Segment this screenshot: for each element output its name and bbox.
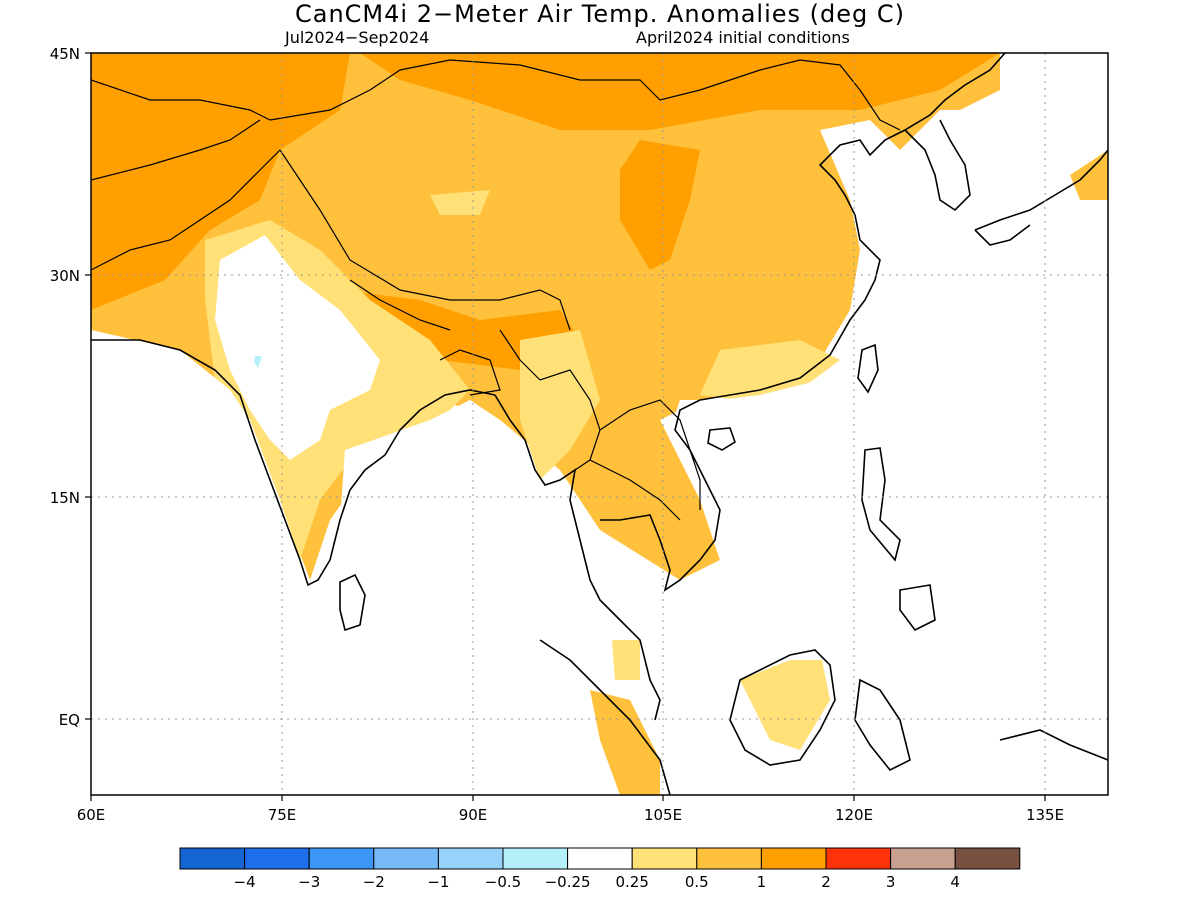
anomaly-negative-spot [254,356,262,368]
lon-label-75e: 75E [268,806,297,824]
coastline-sulawesi [854,678,911,772]
ocean-yellow-sea [820,120,920,290]
anomaly-region-1-2-north [360,53,1000,130]
colorbar-swatch [308,847,375,870]
anomaly-region-1-2-central [620,140,700,270]
border-bangladesh [439,349,501,396]
colorbar: −4 −3 −2 −1 −0.5 −0.25 0.25 0.5 1 2 3 4 [179,847,1021,891]
lon-label-135e: 135E [1026,806,1064,824]
colorbar-swatch [179,847,246,870]
border-myanmar [499,329,601,471]
coastline-sumatra [539,639,671,795]
anomaly-region-malaysia [612,640,640,680]
anomaly-region-025-05-tibet [430,190,490,215]
colorbar-label: 3 [886,873,896,891]
coastline-indochina [494,394,661,721]
colorbar-label: −4 [234,873,256,891]
country-borders [91,59,901,521]
gridlines [91,53,1108,795]
map-ticks [85,52,1046,801]
colorbar-label: 2 [821,873,831,891]
coastline-china [699,53,1006,401]
lat-label-15n: 15N [50,489,80,507]
initial-conditions: April2024 initial conditions [636,28,850,47]
ocean-java-sea [660,700,940,795]
colorbar-swatch [437,847,504,870]
anomaly-region-neutral-india [215,235,380,460]
lon-label-90e: 90E [459,806,488,824]
colorbar-label: −0.5 [485,873,521,891]
border-pakistan [91,149,281,271]
colorbar-label: −2 [363,873,385,891]
anomaly-region-sumatra [590,690,660,795]
anomaly-fields [91,53,1108,795]
coastline-india [91,339,496,587]
ocean-pacific [860,53,1108,795]
colorbar-swatch [890,847,956,870]
colorbar-swatch [567,847,633,870]
lon-label-120e: 120E [835,806,873,824]
colorbar-swatch [631,847,698,870]
lat-label-30n: 30N [50,267,80,285]
coastline-borneo [729,649,836,766]
lat-label-eq: EQ [59,711,80,729]
coastline-sri-lanka [339,573,366,632]
border-afghanistan [91,119,261,181]
forecast-period: Jul2024−Sep2024 [285,28,430,47]
coastline-japan [974,149,1108,231]
border-india-china [279,149,571,331]
colorbar-label: 0.5 [685,873,709,891]
colorbar-swatch [373,847,439,870]
anomaly-region-borneo [740,650,830,750]
colorbar-swatch [502,847,569,870]
colorbar-swatch [954,847,1021,870]
colorbar-label: −0.25 [545,873,591,891]
colorbar-label: −1 [427,873,449,891]
colorbar-label: −3 [298,873,320,891]
border-nepal [349,279,451,331]
colorbar-label: 1 [757,873,767,891]
map-frame [90,52,1109,796]
border-laos-vietnam [599,399,701,510]
map-title: CanCM4i 2−Meter Air Temp. Anomalies (deg… [294,0,905,28]
anomaly-region-025-05-myanmar [520,330,600,480]
lon-label-105e: 105E [644,806,682,824]
colorbar-label: 4 [950,873,960,891]
ocean-arabian-sea [91,340,345,795]
colorbar-swatch [244,847,310,870]
lon-labels: 60E 75E 90E 105E 120E 135E [77,806,1064,824]
colorbar-swatch [825,847,892,870]
coastline-korea [904,119,971,212]
lon-label-60e: 60E [77,806,106,824]
coastline-taiwan [857,343,879,394]
ocean-bay-of-bengal [330,400,590,795]
border-china-north [269,59,901,131]
coastline-luzon [861,447,901,562]
lat-labels: 45N 30N 15N EQ [50,45,80,729]
colorbar-label: 0.25 [615,873,648,891]
ocean-sea-of-japan [955,80,1030,180]
coastline-japan-south [974,224,1031,246]
border-central-asia [91,79,271,121]
coastline-new-guinea [999,729,1108,761]
coastlines [91,53,1108,795]
border-thailand-cambodia [589,459,681,521]
colorbar-swatch [760,847,827,870]
coastline-hainan [707,427,736,451]
coastline-thailand-gulf [600,399,721,592]
colorbar-swatch [696,847,762,870]
coastline-mindanao [899,584,936,632]
lat-label-45n: 45N [50,45,80,63]
